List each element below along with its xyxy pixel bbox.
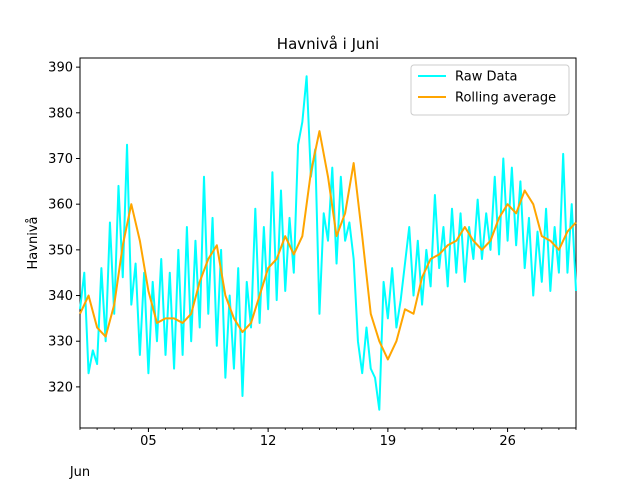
series-line-raw-data	[79, 75, 577, 411]
plot-area	[79, 57, 577, 429]
legend-label-raw-data: Raw Data	[455, 70, 518, 85]
y-tick-label: 370	[48, 152, 73, 167]
y-tick-label: 360	[48, 198, 73, 213]
y-tick-label: 380	[48, 106, 73, 121]
y-tick-label: 330	[48, 335, 73, 350]
chart-title: Havnivå i Juni	[277, 35, 379, 53]
legend: Raw Data Rolling average	[410, 64, 570, 116]
x-tick-label: 19	[380, 434, 397, 449]
y-tick-label: 350	[48, 243, 73, 258]
series-line-rolling-average	[79, 130, 577, 361]
legend-label-rolling-average: Rolling average	[455, 91, 556, 106]
x-axis: 05 12 19 26	[79, 428, 577, 449]
x-tick-label: 05	[140, 434, 157, 449]
y-axis: 320 330 340 350 360 370 380 390	[48, 61, 80, 395]
series-layer	[79, 75, 577, 411]
y-tick-label: 390	[48, 61, 73, 76]
x-tick-label: 26	[499, 434, 516, 449]
x-tick-label: 12	[260, 434, 277, 449]
plot-frame	[79, 57, 577, 429]
y-axis-label: Havnivå	[26, 217, 41, 270]
y-tick-label: 340	[48, 289, 73, 304]
legend-box	[410, 64, 570, 116]
y-tick-label: 320	[48, 380, 73, 395]
x-axis-offset-label: Jun	[69, 465, 90, 480]
